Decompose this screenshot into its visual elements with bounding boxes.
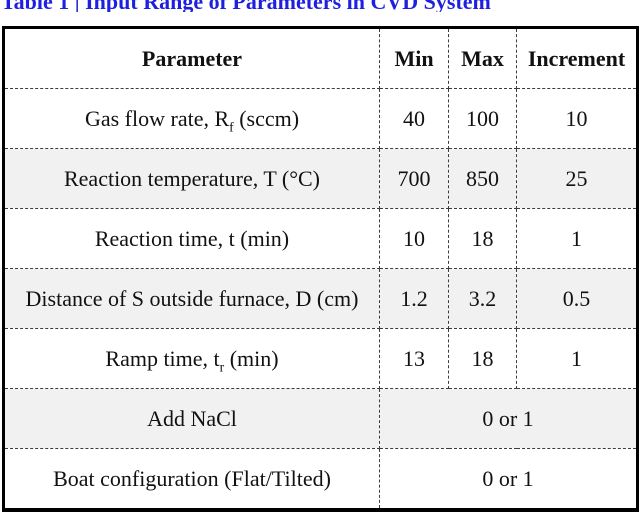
- table-row-boat-configuration: Boat configuration (Flat/Tilted) 0 or 1: [3, 448, 638, 511]
- min-value: 1.2: [379, 268, 449, 329]
- col-header-min: Min: [379, 27, 449, 89]
- col-header-increment: Increment: [516, 27, 638, 89]
- max-value: 3.2: [448, 268, 517, 329]
- merged-value-cell: 0 or 1: [379, 388, 638, 449]
- table-caption: Table 1 | Input Range of Parameters in C…: [1, 0, 491, 12]
- parameter-cell: Boat configuration (Flat/Tilted): [3, 448, 380, 511]
- parameter-cell: Distance of S outside furnace, D (cm): [3, 268, 380, 329]
- parameter-label: Ramp time, t: [105, 345, 220, 371]
- parameter-subscript: f: [229, 118, 234, 134]
- max-value: 850: [448, 148, 517, 209]
- table-row-add-nacl: Add NaCl 0 or 1: [3, 388, 638, 449]
- parameter-range-table: Parameter Min Max Increment Gas flow rat…: [2, 26, 639, 512]
- header-row: Parameter Min Max Increment: [3, 27, 638, 89]
- parameter-label-suffix: (min): [224, 345, 279, 371]
- table-row-distance-of-s: Distance of S outside furnace, D (cm) 1.…: [3, 268, 638, 329]
- increment-value: 1: [516, 208, 638, 269]
- parameter-cell: Reaction temperature, T (°C): [3, 148, 380, 209]
- table-row-ramp-time: Ramp time, tr (min) 13 18 1: [3, 328, 638, 389]
- max-value: 18: [448, 208, 517, 269]
- table-row-reaction-temperature: Reaction temperature, T (°C) 700 850 25: [3, 148, 638, 209]
- increment-value: 10: [516, 88, 638, 149]
- min-value: 10: [379, 208, 449, 269]
- increment-value: 0.5: [516, 268, 638, 329]
- table-row-gas-flow-rate: Gas flow rate, Rf (sccm) 40 100 10: [3, 88, 638, 149]
- min-value: 700: [379, 148, 449, 209]
- table-row-reaction-time: Reaction time, t (min) 10 18 1: [3, 208, 638, 269]
- parameter-label-suffix: (sccm): [233, 105, 300, 131]
- parameter-label: Distance of S outside furnace, D (cm): [25, 285, 359, 311]
- parameter-cell: Ramp time, tr (min): [3, 328, 380, 389]
- increment-value: 1: [516, 328, 638, 389]
- table-caption-clipped: Table 1 | Input Range of Parameters in C…: [0, 0, 640, 12]
- max-value: 18: [448, 328, 517, 389]
- parameter-label: Gas flow rate, R: [84, 105, 230, 131]
- parameter-label: Reaction temperature, T (°C): [63, 165, 320, 191]
- col-header-max: Max: [448, 27, 517, 89]
- parameter-cell: Gas flow rate, Rf (sccm): [3, 88, 380, 149]
- parameter-cell: Add NaCl: [3, 388, 380, 449]
- parameter-label: Reaction time, t (min): [94, 225, 290, 251]
- merged-value-cell: 0 or 1: [379, 448, 638, 511]
- parameter-subscript: r: [219, 358, 225, 374]
- parameter-label: Add NaCl: [147, 405, 237, 431]
- max-value: 100: [448, 88, 517, 149]
- col-header-parameter: Parameter: [3, 27, 380, 89]
- min-value: 13: [379, 328, 449, 389]
- parameter-label: Boat configuration (Flat/Tilted): [53, 465, 331, 491]
- parameter-cell: Reaction time, t (min): [3, 208, 380, 269]
- min-value: 40: [379, 88, 449, 149]
- increment-value: 25: [516, 148, 638, 209]
